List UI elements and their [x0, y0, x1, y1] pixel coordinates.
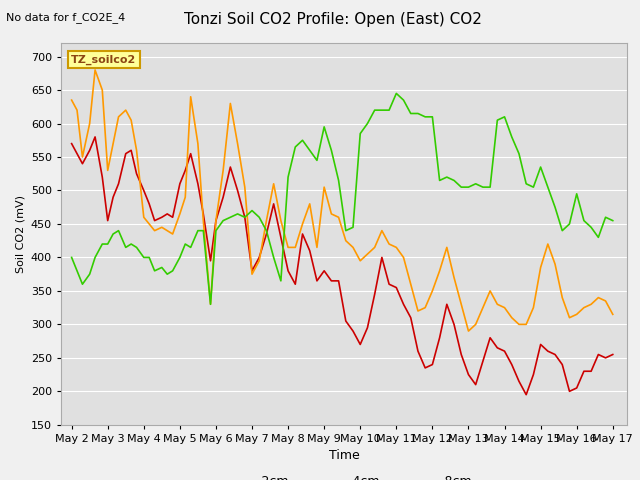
Text: TZ_soilco2: TZ_soilco2: [71, 55, 136, 65]
Text: No data for f_CO2E_4: No data for f_CO2E_4: [6, 12, 125, 23]
Text: Tonzi Soil CO2 Profile: Open (East) CO2: Tonzi Soil CO2 Profile: Open (East) CO2: [184, 12, 482, 27]
X-axis label: Time: Time: [328, 449, 360, 462]
Y-axis label: Soil CO2 (mV): Soil CO2 (mV): [15, 195, 25, 273]
Legend: -2cm, -4cm, -8cm: -2cm, -4cm, -8cm: [211, 470, 477, 480]
